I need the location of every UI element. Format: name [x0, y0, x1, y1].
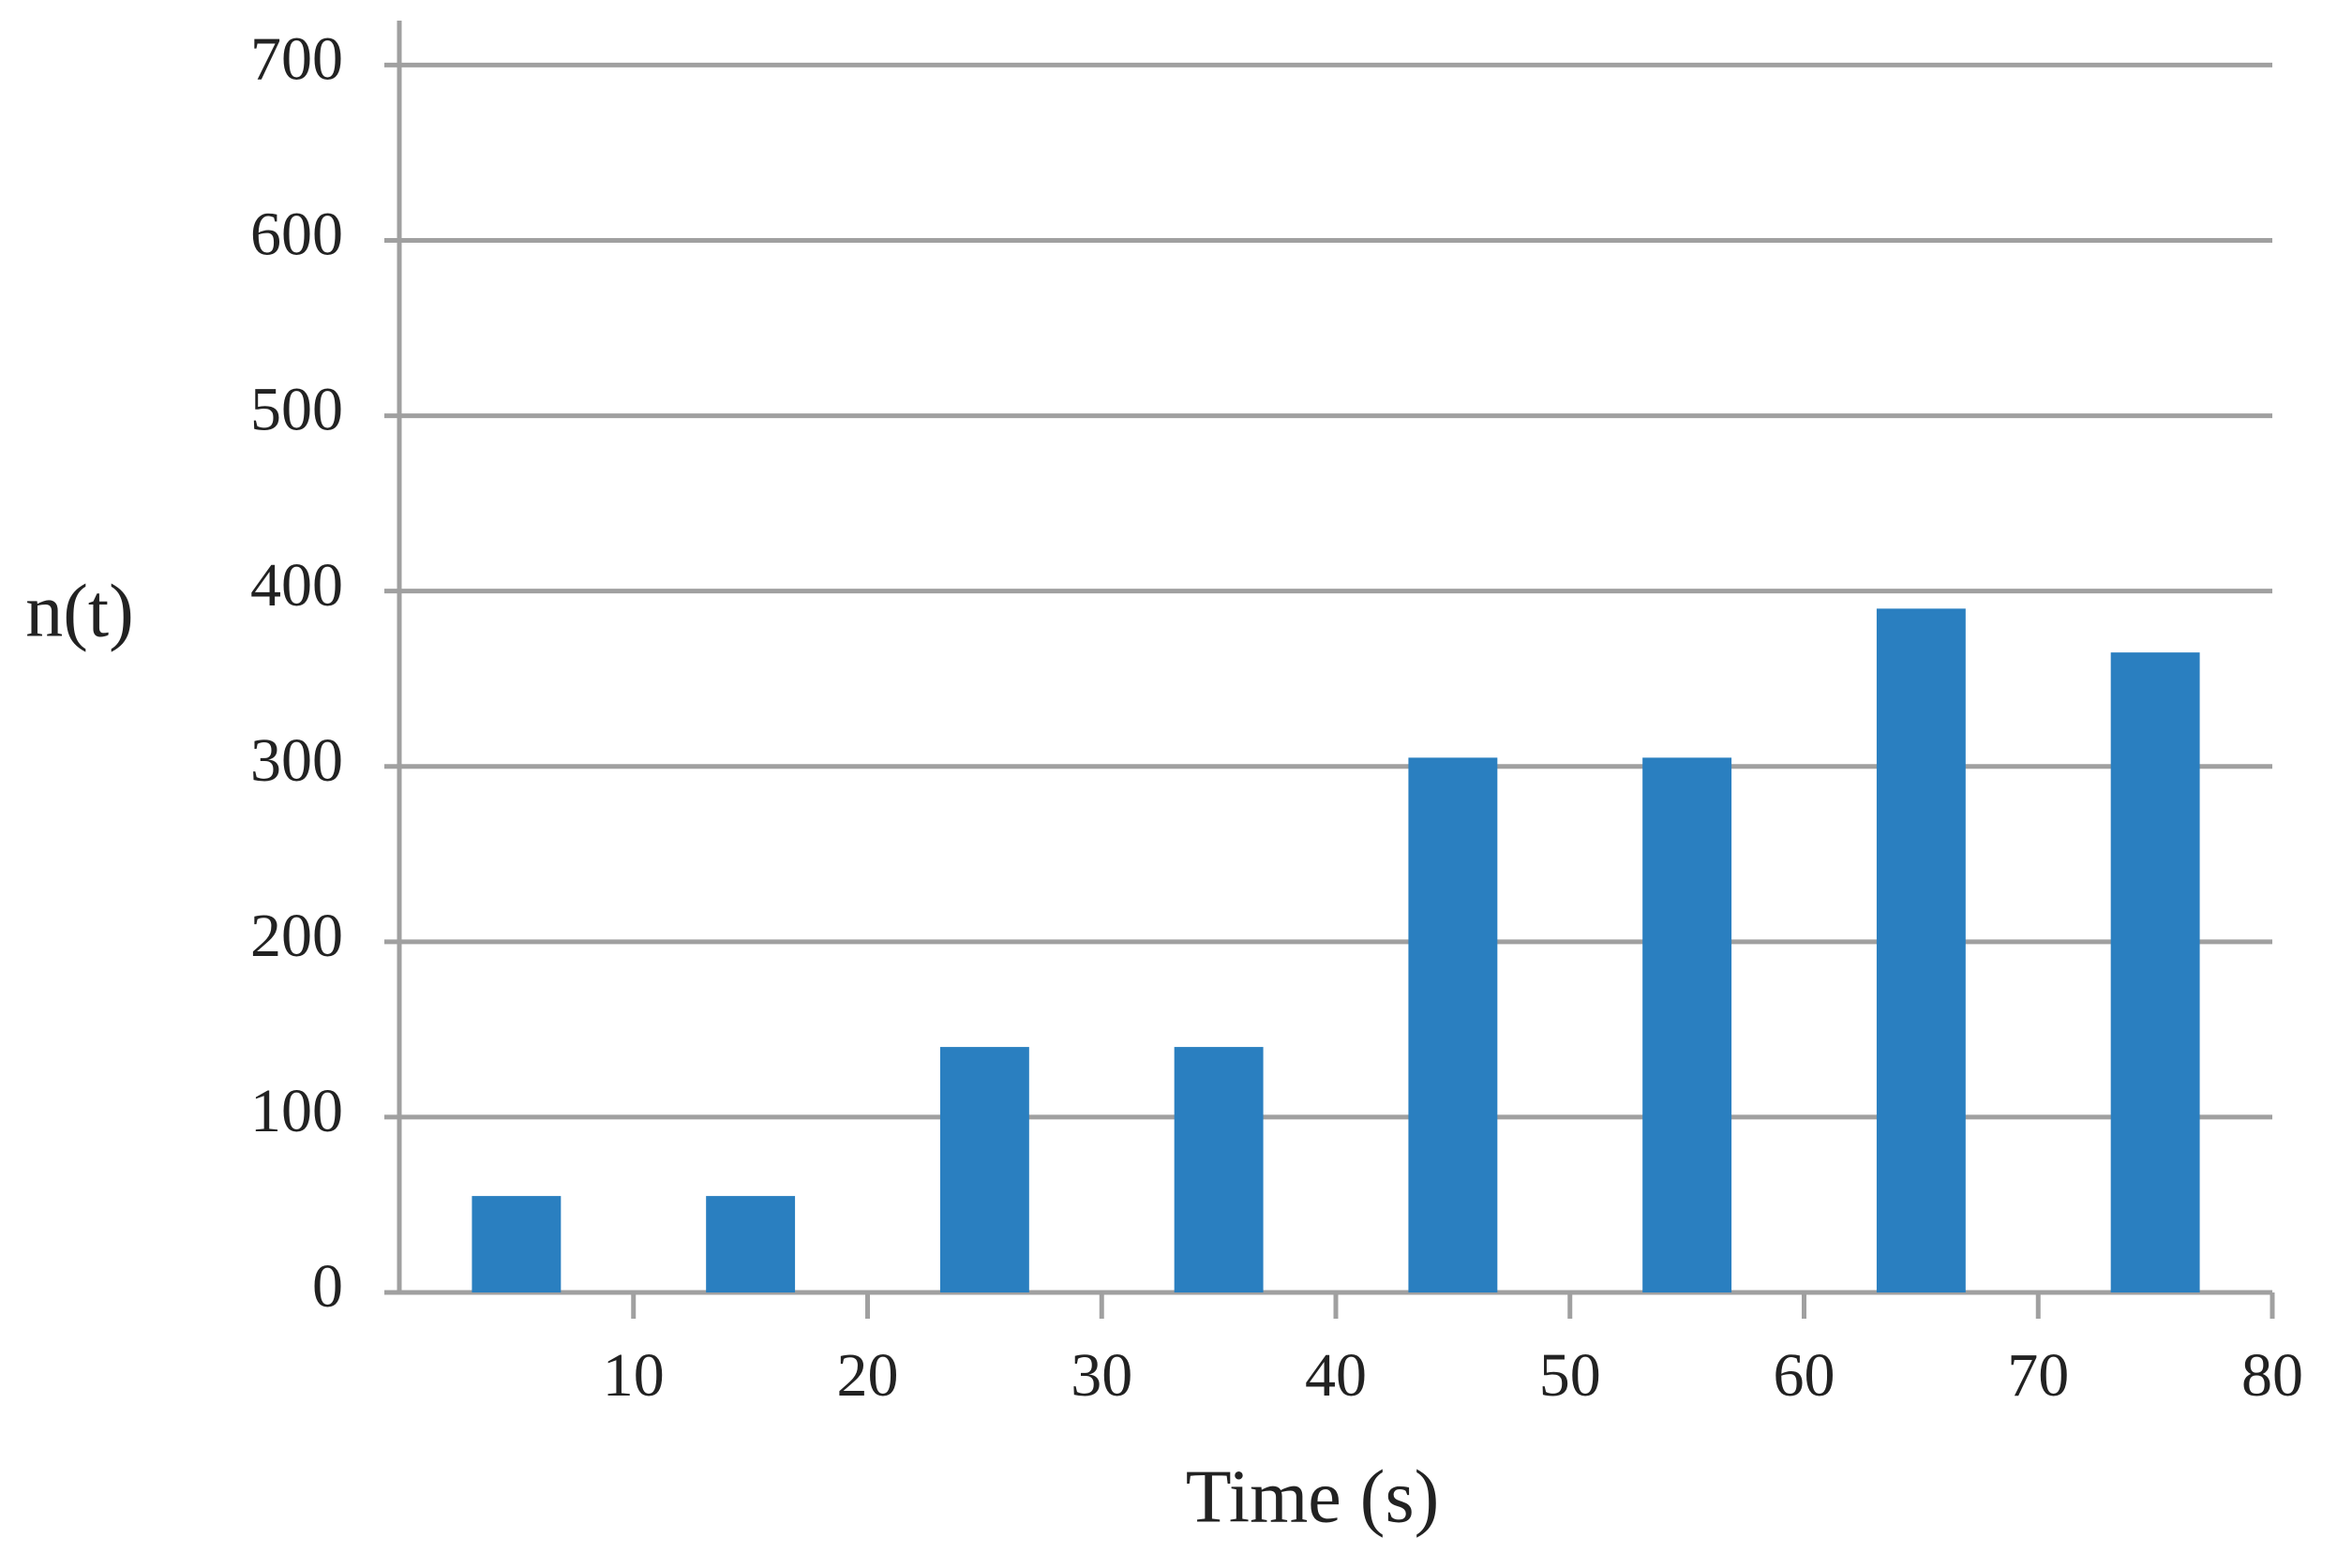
x-tick-label: 60: [1774, 1341, 1835, 1410]
bar: [1876, 608, 1966, 1292]
bar: [1642, 757, 1732, 1292]
y-tick-label: 500: [250, 376, 343, 444]
y-tick-label: 400: [250, 551, 343, 620]
bar: [2110, 652, 2200, 1292]
bar: [1174, 1047, 1264, 1292]
x-tick-label: 10: [603, 1341, 665, 1410]
y-axis-title: n(t): [25, 570, 134, 652]
x-tick-label: 70: [2007, 1341, 2069, 1410]
x-tick-label: 80: [2241, 1341, 2303, 1410]
bar: [472, 1196, 562, 1292]
x-tick-label: 20: [837, 1341, 899, 1410]
x-tick-label: 50: [1539, 1341, 1601, 1410]
bar: [706, 1196, 796, 1292]
y-tick-label: 300: [250, 726, 343, 795]
y-tick-label: 100: [250, 1077, 343, 1145]
bar: [1408, 757, 1498, 1292]
y-tick-label: 0: [312, 1252, 343, 1321]
x-tick-label: 40: [1305, 1341, 1367, 1410]
x-axis-title: Time (s): [1186, 1456, 1439, 1538]
y-tick-label: 700: [250, 25, 343, 94]
y-tick-label: 600: [250, 201, 343, 269]
y-tick-label: 200: [250, 902, 343, 970]
bar: [939, 1047, 1029, 1292]
x-tick-label: 30: [1071, 1341, 1132, 1410]
